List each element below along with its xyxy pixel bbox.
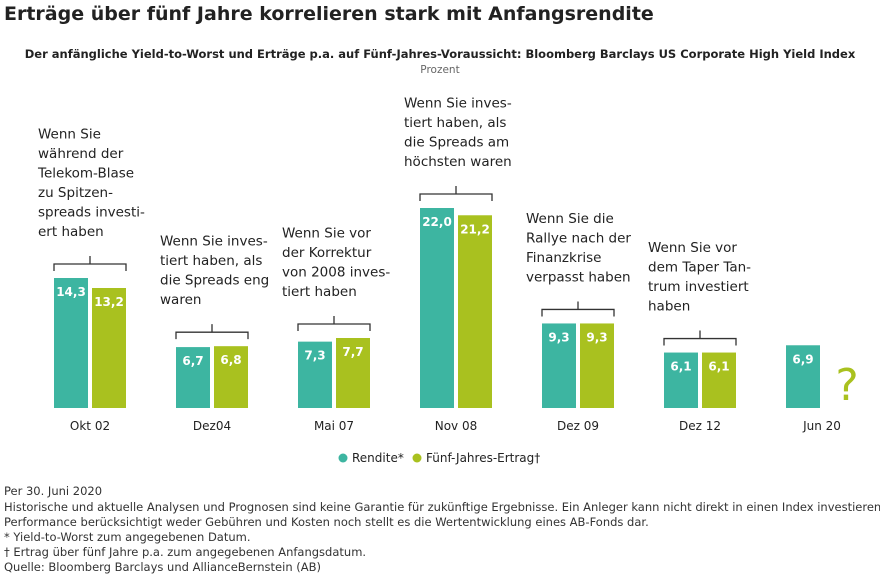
value-label: 13,2 [94,295,124,309]
chart-title: Erträge über fünf Jahre korrelieren star… [4,3,654,25]
x-tick-label: Mai 07 [314,419,354,433]
annotation-line: ert haben [38,224,104,240]
annotation-line: von 2008 inves- [282,265,390,281]
bar [92,288,126,408]
bar [54,278,88,408]
annotation-line: trum investiert [648,279,749,295]
bracket [419,186,493,201]
x-tick-label: Nov 08 [435,419,478,433]
bracket [663,330,737,346]
bar [542,323,576,408]
annotation-line: Wenn Sie die [526,211,614,227]
annotation-line: Telekom-Blase [37,166,134,182]
legend-label: Rendite* [352,451,404,465]
legend-marker [338,453,348,463]
chart-subtitle: Der anfängliche Yield-to-Worst und Erträ… [25,47,856,61]
bar [214,346,248,408]
bar [458,215,492,408]
annotation-line: Rallye nach der [526,230,631,246]
annotation-line: Wenn Sie vor [282,226,371,242]
bar [580,323,614,408]
annotation-line: tiert haben, als [404,115,506,131]
value-label: 21,2 [460,222,490,236]
bracket [53,256,127,271]
annotation-line: haben [648,299,690,315]
footnote: † Ertrag über fünf Jahre p.a. zum angege… [4,545,366,559]
annotation-line: Wenn Sie inves- [404,96,512,112]
annotation-line: tiert haben [282,284,357,300]
bar [786,345,820,408]
footnote: Performance berücksichtigt weder Gebühre… [4,515,649,529]
annotation-line: höchsten waren [404,154,512,170]
annotation-line: Wenn Sie inves- [160,234,268,250]
annotation-line: Wenn Sie vor [648,240,737,256]
unknown-marker: ? [835,360,858,411]
bar [702,352,736,408]
annotation-line: waren [160,292,201,308]
annotation-line: verpasst haben [526,269,631,285]
bracket [297,316,371,331]
legend-marker [412,453,422,463]
value-label: 6,1 [670,360,691,374]
value-label: 9,3 [548,330,569,344]
bar [298,341,332,408]
annotation-line: während der [38,146,124,162]
bar [664,352,698,408]
annotation-line: spreads investi- [38,205,145,221]
footnote: Historische und aktuelle Analysen und Pr… [4,500,880,514]
annotation-line: die Spreads eng [160,273,269,289]
bracket [541,301,615,317]
annotation-line: Wenn Sie [38,127,101,143]
x-tick-label: Jun 20 [802,419,841,433]
annotation-line: zu Spitzen- [38,185,113,201]
value-label: 14,3 [56,285,86,299]
annotation-line: tiert haben, als [160,253,262,269]
x-tick-label: Dez 12 [679,419,721,433]
annotation-line: der Korrektur [282,245,372,261]
legend-label: Fünf-Jahres-Ertrag† [426,451,540,465]
value-label: 7,7 [342,345,363,359]
x-tick-label: Dez 09 [557,419,599,433]
x-tick-label: Dez04 [193,419,231,433]
value-label: 7,3 [304,349,325,363]
value-label: 9,3 [586,330,607,344]
bar [336,338,370,408]
bracket [175,324,249,340]
x-tick-label: Okt 02 [70,419,110,433]
value-label: 22,0 [422,215,452,229]
annotation-line: Finanzkrise [526,250,601,266]
annotation-line: die Spreads am [404,135,509,151]
bar [420,208,454,408]
unit-label: Prozent [420,64,459,76]
value-label: 6,8 [220,353,241,367]
value-label: 6,9 [792,352,813,366]
value-label: 6,1 [708,360,729,374]
annotation-line: dem Taper Tan- [648,260,751,276]
value-label: 6,7 [182,354,203,368]
footnote: * Yield-to-Worst zum angegebenen Datum. [4,530,251,544]
footnote: Per 30. Juni 2020 [4,484,102,498]
bar [176,347,210,408]
footnote: Quelle: Bloomberg Barclays und AllianceB… [4,560,321,574]
